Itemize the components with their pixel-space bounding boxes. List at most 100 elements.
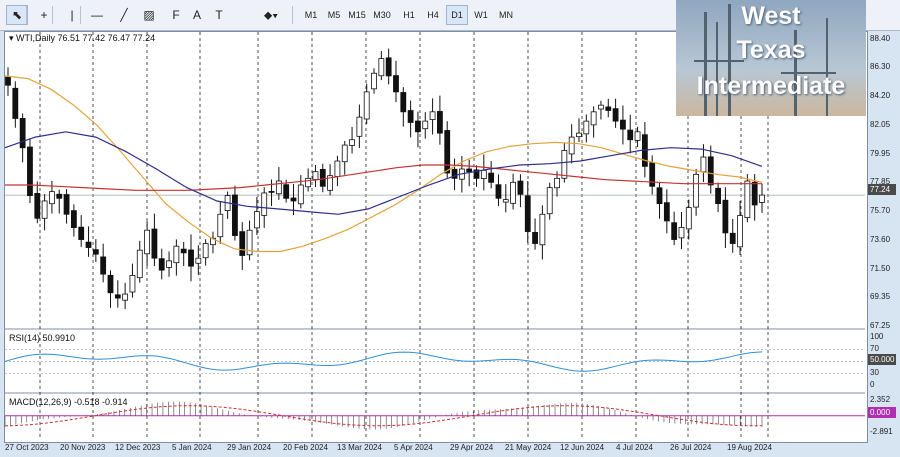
candle-body <box>473 169 480 179</box>
fibonacci-tool-icon[interactable]: F <box>172 8 180 22</box>
toolbar-separator <box>80 6 81 24</box>
candle-body <box>85 241 92 248</box>
candle-body <box>341 144 348 163</box>
candle-body <box>502 199 509 203</box>
candle-body <box>136 249 143 279</box>
candle-body <box>598 104 604 110</box>
price-axis-label: 75.70 <box>870 206 891 215</box>
timeframe-d1-button[interactable]: D1 <box>446 5 468 25</box>
candle-body <box>41 200 48 219</box>
timeframe-m30-button[interactable]: M30 <box>373 10 391 20</box>
candle-body <box>546 187 553 215</box>
candle-body <box>444 130 451 174</box>
candle-body <box>290 197 297 202</box>
moving-average-ma-orange <box>4 75 763 253</box>
candle-body <box>568 136 575 155</box>
timeframe-m1-button[interactable]: M1 <box>304 10 318 20</box>
candle-body <box>232 194 238 236</box>
text-label-tool-icon[interactable]: T <box>215 8 223 22</box>
candle-body <box>246 229 253 256</box>
crosshair-tool-icon[interactable]: + <box>40 8 48 22</box>
current-price-tag: 77.24 <box>868 184 896 195</box>
horizontal-line-tool-icon[interactable]: — <box>91 8 103 22</box>
candle-body <box>561 149 568 179</box>
date-axis-label: 5 Jan 2024 <box>172 443 212 452</box>
candle-body <box>554 177 560 189</box>
price-axis-label: 79.95 <box>870 149 891 158</box>
candle-body <box>437 111 443 134</box>
candle-body <box>693 173 700 208</box>
timeframe-h1-button[interactable]: H1 <box>403 10 415 20</box>
rsi-current-tag: 50.000 <box>868 354 896 365</box>
candle-body <box>100 256 107 275</box>
price-axis-label: 69.35 <box>870 292 891 301</box>
candle-body <box>751 181 758 206</box>
macd-label: MACD(12,26,9) -0.518 -0.914 <box>9 397 128 407</box>
timeframe-m5-button[interactable]: M5 <box>327 10 341 20</box>
rsi-axis-label: 70 <box>870 344 879 353</box>
candle-body <box>407 110 414 123</box>
candle-body <box>378 58 385 77</box>
toolbar-separator <box>52 6 53 24</box>
candle-body <box>12 87 19 119</box>
candle-body <box>180 248 187 254</box>
rsi-axis-label: 100 <box>870 332 884 341</box>
date-axis-label: 19 Aug 2024 <box>727 443 772 452</box>
price-axis-label: 67.25 <box>870 321 891 330</box>
candle-body <box>129 275 136 293</box>
channel-tool-icon[interactable]: ▨ <box>143 8 155 22</box>
toolbar-separator <box>26 6 27 24</box>
candle-body <box>49 191 55 205</box>
candle-body <box>400 92 407 113</box>
candle-body <box>663 202 670 222</box>
macd-current-tag: 0.000 <box>868 407 896 418</box>
candle-body <box>715 187 721 205</box>
text-tool-icon[interactable]: A <box>192 8 201 22</box>
trendline-tool-icon[interactable]: ╱ <box>120 8 128 22</box>
candle-body <box>275 180 282 195</box>
timeframe-w1-button[interactable]: W1 <box>474 10 488 20</box>
candle-body <box>722 199 729 234</box>
date-axis-label: 29 Jan 2024 <box>227 443 272 452</box>
price-axis-label: 71.50 <box>870 264 891 273</box>
candle-body <box>737 215 743 248</box>
rsi-axis-label: 0 <box>870 380 875 389</box>
shapes-tool-icon[interactable]: ⬥▾ <box>263 7 279 22</box>
logo-text-line-2: Texas <box>736 36 806 64</box>
candle-body <box>671 222 678 240</box>
candle-body <box>5 76 11 86</box>
rsi-line <box>4 351 763 372</box>
cursor-tool-icon[interactable]: ⬉ <box>6 5 28 25</box>
candle-body <box>70 210 77 228</box>
price-axis-label: 86.30 <box>870 62 891 71</box>
candle-body <box>166 260 172 268</box>
symbol-header: ▾ WTI,Daily 76.51 77.42 76.47 77.24 <box>9 33 156 43</box>
candle-body <box>415 120 421 133</box>
candle-body <box>210 237 216 246</box>
date-axis-label: 4 Jul 2024 <box>616 443 653 452</box>
candle-body <box>312 171 319 180</box>
candle-body <box>261 192 268 216</box>
candle-body <box>429 111 436 120</box>
candle-body <box>144 229 150 255</box>
timeframe-h4-button[interactable]: H4 <box>427 10 439 20</box>
price-axis-label: 84.20 <box>870 91 891 100</box>
vertical-line-tool-icon[interactable]: | <box>70 8 74 22</box>
timeframe-m15-button[interactable]: M15 <box>348 10 366 20</box>
candle-body <box>327 175 333 191</box>
candle-body <box>656 187 663 205</box>
wti-logo-image: West Texas Intermediate <box>676 0 866 116</box>
toolbar-separator <box>292 6 293 24</box>
candle-body <box>188 249 194 267</box>
candle-body <box>195 257 202 264</box>
price-axis-label: 77.85 <box>870 177 891 186</box>
candle-body <box>107 274 114 294</box>
candle-body <box>612 108 619 122</box>
candle-body <box>480 169 487 180</box>
candle-body <box>158 258 165 271</box>
candle-body <box>634 131 641 141</box>
price-axis-label: 73.60 <box>870 235 891 244</box>
candle-body <box>319 168 326 187</box>
timeframe-mn-button[interactable]: MN <box>499 10 513 20</box>
